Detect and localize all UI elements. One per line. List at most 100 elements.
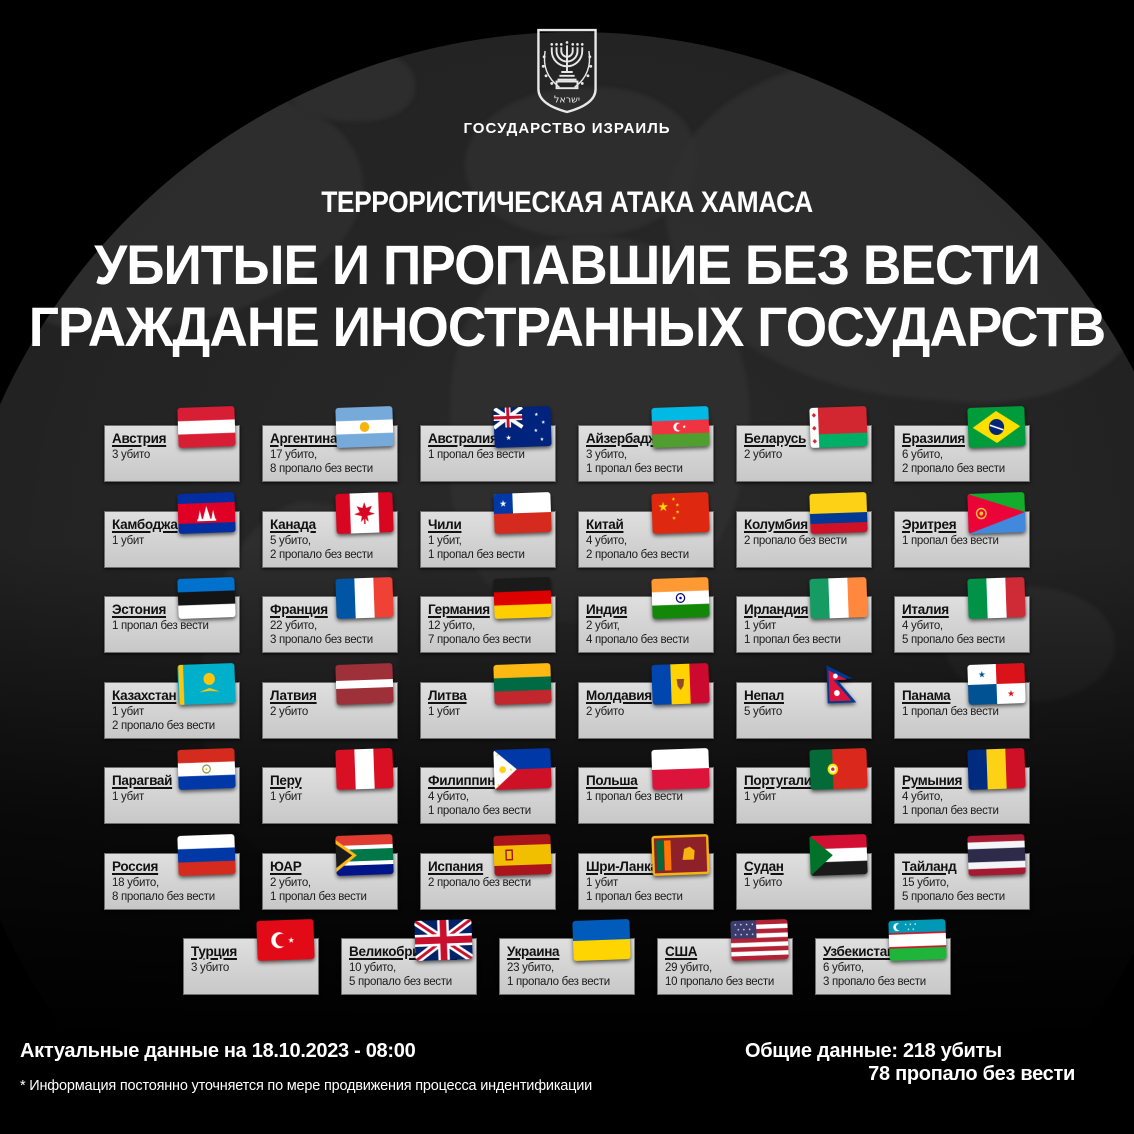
flag-icon [493, 662, 552, 705]
grid-row: Камбоджа 1 убит Канада 5 убито, 2 пропало бе… [0, 491, 1134, 568]
flag-icon [177, 406, 236, 449]
svg-text:★: ★ [497, 782, 501, 787]
casualty-line: 8 пропало без вести [270, 463, 373, 476]
country-name: Панама [902, 687, 951, 703]
country-card: Молдавия 2 убито [578, 662, 714, 739]
country-card: ◆ ◆ ◆ Беларусь 2 убито [736, 406, 872, 482]
casualty-line: 2 убито [270, 705, 308, 718]
casualty-line: 2 пропало без вести [586, 548, 689, 561]
page-title-line2: ГРАЖДАНЕ ИНОСТРАННЫХ ГОСУДАРСТВ [28, 295, 1106, 358]
casualty-line: 12 убито, [428, 620, 475, 632]
casualty-line: 7 пропало без вести [428, 634, 531, 647]
svg-text:★: ★ [205, 766, 209, 771]
country-name: Португалия [744, 773, 820, 788]
country-name: Италия [902, 602, 949, 617]
casualty-line: 5 пропало без вести [349, 976, 452, 989]
country-card: ★ ★ ★ ★ ★ Австралия 1 пропал без вести [420, 405, 556, 482]
country-name: Канада [270, 516, 316, 532]
country-card: Аргентина 17 убито, 8 пропало без вести [262, 406, 398, 482]
flag-icon [967, 577, 1027, 619]
country-name: Австрия [112, 431, 167, 446]
flag-icon [809, 833, 868, 876]
svg-text:★: ★ [499, 499, 507, 510]
casualty-line: 6 убито, [823, 962, 864, 974]
flag-icon: ★ ★ ★ [493, 748, 552, 791]
casualty-line: 1 пропал без вести [112, 620, 209, 632]
country-name: ЮАР [270, 858, 302, 874]
casualty-line: 1 пропал без вести [902, 534, 999, 547]
casualty-line: 3 убито, [586, 449, 627, 461]
country-card: Украина 23 убито, 1 пропало без вести [499, 919, 635, 995]
svg-text:★: ★ [509, 767, 513, 772]
totals-block: Общие данные: 218 убиты 78 пропало без в… [745, 1040, 1075, 1086]
casualty-line: 1 пропал без вести [744, 634, 841, 647]
svg-text:◆: ◆ [812, 413, 817, 419]
flag-icon [651, 833, 710, 876]
country-name: Украина [507, 944, 560, 959]
country-name: Индия [586, 602, 628, 617]
casualty-line: 2 пропало без вести [744, 534, 847, 547]
casualty-line: 4 убито, [428, 791, 469, 803]
flag-icon: ★ ★ [967, 662, 1026, 705]
svg-text:★: ★ [745, 922, 748, 926]
israel-emblem-icon: ישראל [0, 26, 1134, 123]
flag-icon [177, 662, 236, 705]
countries-grid: Австрия 3 убито Аргентина 17 убито, 8 пропал… [0, 405, 1134, 1024]
flag-icon [412, 915, 475, 965]
flag-icon: ★ ★ ★ ★ ★ [888, 919, 947, 962]
svg-text:★: ★ [657, 498, 669, 514]
svg-text:★: ★ [751, 922, 754, 926]
grid-row: Эстония 1 пропал без вести Франция 22 убито… [0, 577, 1134, 653]
country-card: ★ Парагвай 1 убит [104, 748, 240, 824]
country-card: Россия 18 убито, 8 пропало без вести [104, 833, 240, 910]
svg-text:◆: ◆ [812, 439, 817, 445]
casualty-line: 1 убито [744, 876, 782, 889]
country-name: Эстония [112, 602, 167, 617]
country-card: ★ Айзербаджан 3 убито, 1 пропал без вести [578, 406, 714, 482]
svg-text:★: ★ [748, 927, 751, 931]
casualty-line: 6 убито, [902, 449, 943, 461]
country-name: Бразилия [902, 431, 965, 446]
grid-row: Австрия 3 убито Аргентина 17 убито, 8 пропал… [0, 405, 1134, 482]
svg-text:★: ★ [740, 923, 743, 927]
grid-row: ★ Турция 3 убито Великобритания 10 убито, 5 п… [0, 915, 1134, 995]
country-card: ★ ★ ★ ★ ★ ★ ★ ★ ★ ★ ★ США 29 убито, 10 пропало без ве… [657, 919, 793, 995]
country-card: Румыния 4 убито, 1 пропал без вести [894, 748, 1030, 824]
country-name: Колумбия [744, 516, 808, 532]
country-card: Колумбия 2 пропало без вести [736, 491, 872, 568]
casualty-line: 1 пропал без вести [586, 791, 683, 803]
country-card: ★ ★ Панама 1 пропал без вести [894, 662, 1030, 739]
country-name: Испания [428, 858, 484, 874]
casualty-line: 2 пропало без вести [428, 876, 531, 889]
casualty-line: 2 пропало без вести [270, 548, 373, 561]
country-card: Германия 12 убито, 7 пропало без вести [420, 577, 556, 653]
casualty-line: 1 пропал без вести [428, 548, 525, 561]
country-name: Ирландия [744, 602, 809, 617]
country-name: Аргентина [270, 431, 338, 446]
flag-icon [809, 663, 867, 705]
casualty-line: 4 убито, [902, 620, 943, 632]
casualty-line: 4 убито, [902, 791, 943, 803]
svg-text:ישראל: ישראל [554, 94, 580, 105]
svg-text:★: ★ [751, 932, 754, 936]
casualty-line: 18 убито, [112, 876, 159, 889]
casualty-line: 2 убито [586, 705, 624, 718]
svg-text:★: ★ [909, 922, 912, 926]
country-card: Шри-Ланка 1 убит 1 пропал без вести [578, 833, 714, 910]
flag-icon [572, 919, 631, 962]
svg-text:★: ★ [737, 928, 740, 932]
country-card: Судан 1 убито [736, 833, 872, 910]
country-name: Литва [428, 687, 467, 703]
casualty-line: 4 пропало без вести [586, 634, 689, 647]
country-name: Непал [744, 687, 784, 703]
country-name: Парагвай [112, 773, 173, 788]
flag-icon: ★ [256, 919, 315, 962]
casualty-line: 1 убит [112, 705, 144, 718]
casualty-line: 5 убито, [270, 534, 311, 547]
flag-icon: ◆ ◆ ◆ [809, 406, 868, 449]
country-name: Казахстан [112, 687, 177, 703]
svg-text:★: ★ [682, 424, 687, 430]
country-card: Франция 22 убито, 3 пропало без вести [262, 577, 398, 653]
svg-text:★: ★ [534, 412, 539, 418]
flag-icon [177, 833, 236, 876]
